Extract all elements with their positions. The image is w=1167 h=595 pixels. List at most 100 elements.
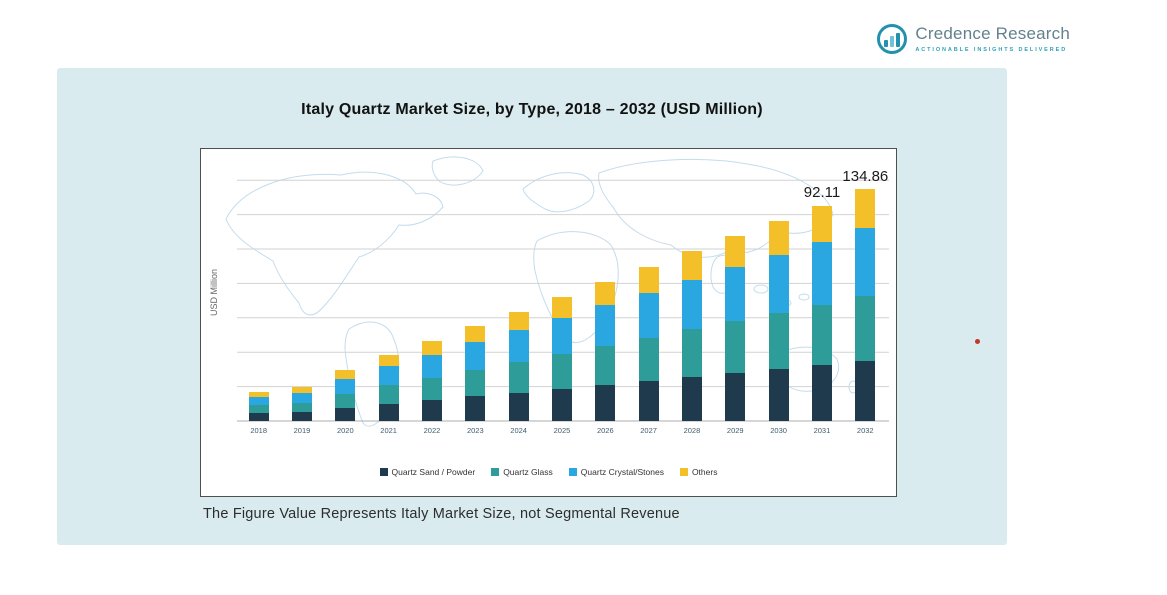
bar-chart-logo-icon: [877, 24, 908, 54]
legend-label: Others: [691, 467, 718, 477]
bar-segment: [551, 354, 572, 389]
bar-segment: [595, 384, 616, 421]
bar-segment: [681, 250, 702, 280]
x-axis-label: 2031: [813, 426, 831, 435]
legend-item: Quartz Crystal/Stones: [568, 467, 664, 477]
x-axis-label: 2024: [510, 426, 527, 435]
chart-title: Italy Quartz Market Size, by Type, 2018 …: [301, 101, 763, 118]
bar-segment: [551, 318, 572, 355]
legend-label: Quartz Sand / Powder: [391, 467, 476, 477]
bar-slot: [757, 163, 800, 421]
bar-segment: [508, 311, 529, 331]
bar-segment: [638, 266, 659, 294]
stacked-bar: [421, 341, 442, 421]
bar-segment: [378, 403, 399, 421]
bar-segment: [378, 354, 399, 366]
bar-segment: [855, 188, 876, 229]
bar-segment: [855, 360, 876, 421]
credence-research-logo: Credence Research Actionable Insights De…: [877, 24, 1070, 54]
brand-tagline: Actionable Insights Delivered: [915, 47, 1068, 53]
bar-segment: [421, 341, 442, 355]
bar-segment: [638, 337, 659, 381]
bar-segment: [335, 407, 356, 421]
bar-segment: [681, 279, 702, 330]
x-axis-label: 2022: [423, 426, 441, 435]
bar-slot: [324, 163, 367, 421]
bar-slot: [584, 163, 627, 421]
bar-segment: [248, 413, 269, 421]
legend-swatch: [379, 468, 388, 476]
stacked-bar: [508, 311, 529, 421]
brand-name: Credence Research: [915, 24, 1070, 43]
bar-segment: [508, 330, 529, 363]
legend-item: Quartz Sand / Powder: [379, 467, 476, 477]
chart-frame: USD Million 2018 2019 2020 2021 2022 2023 2024…: [200, 148, 897, 497]
bar-segment: [768, 312, 789, 369]
bar-slot: [454, 163, 497, 421]
bar-segment: [335, 370, 356, 379]
legend-swatch: [491, 468, 500, 476]
bar-segment: [811, 364, 832, 421]
legend-swatch: [568, 468, 577, 476]
stacked-bar: [551, 297, 572, 421]
x-axis-label: 2018: [250, 426, 267, 435]
bar-segment: [421, 400, 442, 421]
logo-text: Credence Research Actionable Insights De…: [915, 24, 1070, 53]
bar-segment: [725, 267, 746, 321]
footnote: The Figure Value Represents Italy Market…: [203, 506, 680, 522]
bar-segment: [638, 380, 659, 421]
bar-segment: [638, 293, 659, 338]
bar-segment: [291, 392, 312, 403]
bar-slot: [367, 163, 410, 421]
legend-item: Quartz Glass: [491, 467, 553, 477]
stacked-bar: [768, 220, 789, 421]
bar-segment: [855, 228, 876, 296]
bar-segment: [291, 402, 312, 413]
x-axis-label: 2025: [553, 426, 571, 435]
stacked-bar: [465, 326, 486, 421]
x-axis-label: 2029: [726, 426, 744, 435]
red-dot-marker: [975, 339, 980, 344]
bar-segment: [551, 297, 572, 319]
bar-segment: [595, 281, 616, 306]
x-axis-label: 2021: [380, 426, 397, 435]
bars-layer: [237, 163, 887, 421]
stacked-bar: [725, 235, 746, 421]
bar-segment: [811, 304, 832, 365]
bar-segment: [508, 392, 529, 421]
bar-slot: [280, 163, 323, 421]
x-axis-label: 2019: [293, 426, 311, 435]
bar-segment: [248, 396, 269, 406]
x-axis-label: 2020: [336, 426, 354, 435]
bar-segment: [681, 376, 702, 421]
x-axis-label: 2028: [683, 426, 701, 435]
bar-slot: [237, 163, 280, 421]
x-axis-label: 2023: [466, 426, 484, 435]
bar-slot: [800, 163, 843, 421]
x-axis-label: 2026: [596, 426, 614, 435]
stacked-bar: [811, 205, 832, 421]
bar-segment: [291, 412, 312, 421]
bar-segment: [725, 320, 746, 373]
bar-segment: [421, 377, 442, 401]
bar-segment: [811, 242, 832, 305]
bar-segment: [291, 387, 312, 393]
legend-item: Others: [679, 467, 718, 477]
bar-segment: [335, 378, 356, 394]
bar-slot: [714, 163, 757, 421]
stacked-bar: [248, 391, 269, 421]
bar-segment: [465, 396, 486, 421]
stacked-bar: [638, 266, 659, 421]
bar-segment: [335, 393, 356, 408]
stacked-bar: [335, 370, 356, 421]
bar-segment: [725, 235, 746, 268]
logo-bar: [884, 40, 889, 47]
bar-slot: [540, 163, 583, 421]
bar-segment: [855, 295, 876, 361]
stacked-bar: [855, 188, 876, 421]
bar-segment: [378, 385, 399, 404]
bar-segment: [595, 345, 616, 385]
bar-segment: [595, 305, 616, 346]
bar-segment: [768, 368, 789, 421]
